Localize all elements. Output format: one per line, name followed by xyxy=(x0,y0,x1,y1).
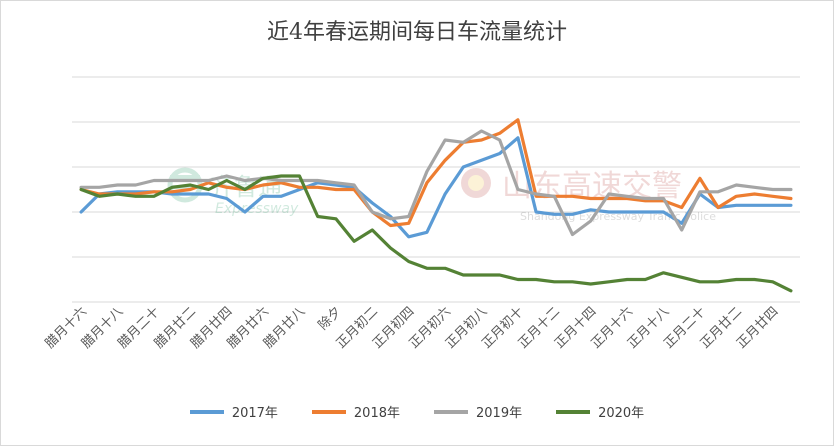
legend-swatch-2017 xyxy=(189,409,224,414)
legend: 2017年 2018年 2019年 2020年 xyxy=(0,402,834,421)
legend-item-2020: 2020年 xyxy=(556,402,644,421)
series-line-2019 xyxy=(79,129,793,237)
legend-swatch-2018 xyxy=(311,409,346,414)
x-tick-label: 除夕 xyxy=(316,304,345,333)
legend-swatch-2020 xyxy=(556,409,591,414)
grid-lines xyxy=(72,76,800,303)
series-line-2020 xyxy=(79,174,793,293)
police-logo: 山东高速交警 Shandong Expressway Traffic Polic… xyxy=(461,168,716,223)
series-line-2017 xyxy=(79,136,793,239)
series-lines xyxy=(79,118,793,293)
legend-label-2019: 2019年 xyxy=(476,406,523,421)
legend-label-2017: 2017年 xyxy=(231,406,278,421)
legend-item-2017: 2017年 xyxy=(189,402,278,421)
legend-item-2019: 2019年 xyxy=(434,402,522,421)
legend-label-2018: 2018年 xyxy=(353,406,400,421)
legend-label-2020: 2020年 xyxy=(598,406,645,421)
legend-swatch-2019 xyxy=(434,409,468,414)
legend-item-2018: 2018年 xyxy=(311,402,400,421)
chart-title: 近4年春运期间每日车流量统计 xyxy=(267,20,567,45)
